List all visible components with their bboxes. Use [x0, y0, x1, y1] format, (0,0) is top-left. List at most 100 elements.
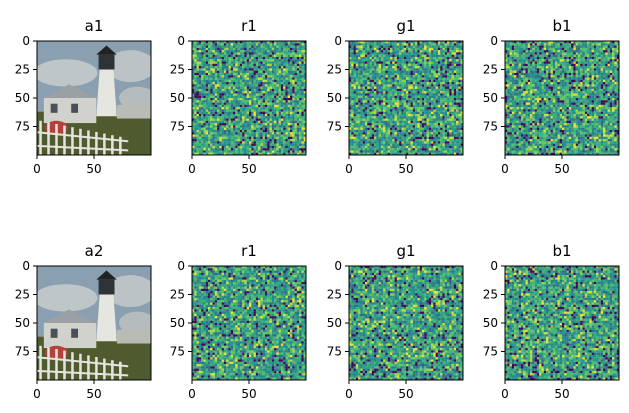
heatmap-cell	[426, 84, 429, 87]
heatmap-cell	[364, 102, 368, 105]
heatmap-cell	[383, 88, 386, 92]
heatmap-cell	[242, 82, 245, 85]
heatmap-cell	[408, 104, 411, 108]
heatmap-cell	[219, 123, 222, 126]
heatmap-cell	[203, 61, 206, 64]
heatmap-cell	[262, 107, 266, 110]
heatmap-cell	[296, 43, 300, 46]
heatmap-cell	[276, 125, 279, 128]
heatmap-cell	[280, 145, 284, 149]
heatmap-cell	[383, 109, 386, 112]
heatmap-cell	[408, 47, 411, 51]
heatmap-cell	[358, 109, 361, 112]
heatmap-cell	[269, 141, 272, 144]
heatmap-cell	[392, 93, 395, 96]
heatmap-cell	[380, 66, 384, 69]
heatmap-cell	[249, 72, 252, 76]
heatmap-cell	[280, 118, 284, 121]
heatmap-cell	[198, 68, 202, 71]
heatmap-cell	[353, 54, 356, 58]
heatmap-cell	[217, 41, 220, 44]
heatmap-cell	[371, 50, 375, 53]
heatmap-cell	[242, 75, 245, 78]
heatmap-cell	[456, 72, 459, 76]
heatmap-cell	[249, 66, 252, 69]
heatmap-cell	[246, 120, 250, 124]
heatmap-cell	[292, 70, 295, 74]
heatmap-cell	[210, 125, 213, 128]
heatmap-cell	[447, 129, 450, 133]
heatmap-cell	[433, 113, 436, 117]
heatmap-cell	[267, 93, 270, 96]
heatmap-cell	[364, 129, 368, 133]
heatmap-cell	[408, 109, 411, 112]
heatmap-cell	[264, 47, 268, 51]
heatmap-cell	[406, 141, 409, 144]
heatmap-cell	[371, 66, 375, 69]
heatmap-cell	[203, 56, 206, 60]
heatmap-cell	[392, 150, 395, 153]
heatmap-cell	[214, 116, 218, 119]
heatmap-cell	[440, 47, 443, 51]
heatmap-cell	[255, 143, 259, 146]
heatmap-cell	[364, 59, 368, 62]
heatmap-cell	[278, 63, 282, 67]
heatmap-cell	[235, 75, 238, 78]
heatmap-cell	[419, 104, 423, 108]
heatmap-cell	[399, 148, 402, 151]
heatmap-cell	[376, 66, 379, 69]
heatmap-cell	[403, 109, 407, 112]
heatmap-cell	[237, 104, 240, 108]
heatmap-cell	[385, 66, 388, 69]
heatmap-cell	[403, 141, 407, 144]
heatmap-cell	[380, 68, 384, 71]
heatmap-cell	[219, 148, 222, 151]
heatmap-cell	[360, 136, 363, 140]
heatmap-cell	[253, 111, 256, 115]
heatmap-cell	[292, 136, 295, 140]
heatmap-cell	[394, 150, 397, 153]
heatmap-cell	[349, 50, 352, 53]
heatmap-cell	[362, 141, 366, 144]
heatmap-cell	[223, 125, 227, 128]
heatmap-cell	[367, 100, 370, 103]
heatmap-cell	[239, 148, 243, 151]
heatmap-cell	[264, 102, 268, 105]
heatmap-cell	[292, 86, 295, 89]
heatmap-cell	[269, 43, 272, 46]
heatmap-cell	[380, 95, 384, 99]
heatmap-cell	[421, 141, 425, 144]
heatmap-cell	[355, 98, 359, 101]
heatmap-cell	[412, 70, 416, 74]
heatmap-cell	[378, 139, 382, 142]
heatmap-cell	[198, 127, 202, 131]
noise-heatmap	[192, 41, 307, 156]
heatmap-cell	[223, 88, 227, 92]
heatmap-cell	[246, 54, 250, 58]
heatmap-cell	[260, 132, 263, 135]
heatmap-cell	[228, 43, 231, 46]
heatmap-cell	[267, 109, 270, 112]
heatmap-cell	[223, 54, 227, 58]
heatmap-cell	[451, 134, 454, 137]
heatmap-cell	[440, 100, 443, 103]
heatmap-cell	[196, 54, 199, 58]
heatmap-cell	[428, 86, 432, 89]
heatmap-cell	[353, 113, 356, 117]
heatmap-cell	[433, 143, 436, 146]
heatmap-cell	[226, 109, 229, 112]
heatmap-cell	[396, 148, 400, 151]
heatmap-cell	[219, 116, 222, 119]
heatmap-cell	[194, 123, 197, 126]
heatmap-cell	[299, 84, 302, 87]
heatmap-cell	[219, 50, 222, 53]
heatmap-cell	[237, 93, 240, 96]
heatmap-cell	[458, 139, 461, 142]
heatmap-cell	[251, 54, 254, 58]
heatmap-cell	[360, 61, 363, 64]
heatmap-cell	[435, 50, 439, 53]
heatmap-cell	[415, 113, 418, 117]
heatmap-cell	[362, 54, 366, 58]
heatmap-cell	[194, 95, 197, 99]
heatmap-cell	[458, 113, 461, 117]
